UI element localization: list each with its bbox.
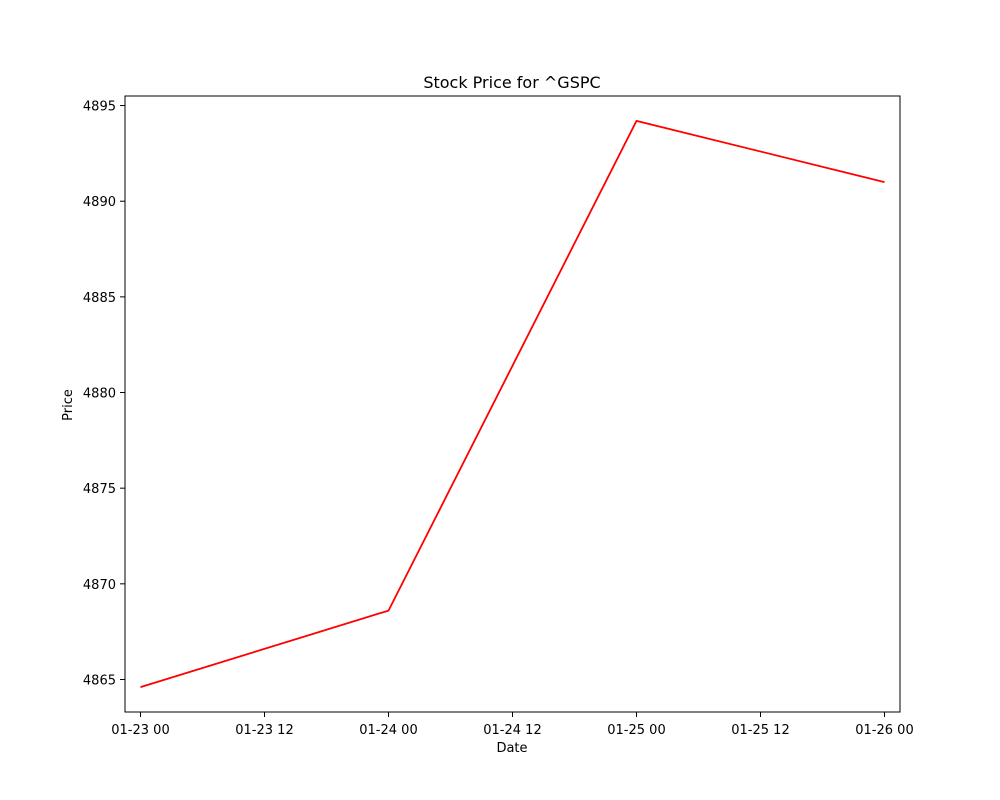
- chart-title: Stock Price for ^GSPC: [423, 73, 600, 92]
- series-layer: [140, 120, 885, 688]
- x-axis: 01-23 00 01-23 12 01-24 00 01-24 12 01-25 00…: [111, 712, 914, 738]
- plot-area: [124, 95, 901, 713]
- x-tick-label: 01-23 00: [111, 723, 169, 738]
- y-tick-label: 4890: [83, 195, 116, 210]
- y-tick-label: 4880: [83, 387, 116, 402]
- y-tick-label: 4895: [83, 100, 116, 115]
- x-tick-label: 01-26 00: [855, 723, 913, 738]
- y-tick-label: 4870: [83, 578, 116, 593]
- y-tick-label: 4875: [83, 482, 116, 497]
- y-axis: 4865 4870 4875 4880 4885 4890 4895: [83, 100, 125, 688]
- y-tick-label: 4865: [83, 673, 116, 688]
- x-tick-label: 01-25 12: [731, 723, 789, 738]
- x-tick-label: 01-24 00: [359, 723, 417, 738]
- x-tick-label: 01-23 12: [235, 723, 293, 738]
- x-axis-label: Date: [496, 741, 527, 756]
- price-series-line: [140, 120, 885, 688]
- y-tick-label: 4885: [83, 291, 116, 306]
- y-axis-label: Price: [61, 389, 76, 421]
- x-tick-label: 01-25 00: [607, 723, 665, 738]
- x-tick-label: 01-24 12: [483, 723, 541, 738]
